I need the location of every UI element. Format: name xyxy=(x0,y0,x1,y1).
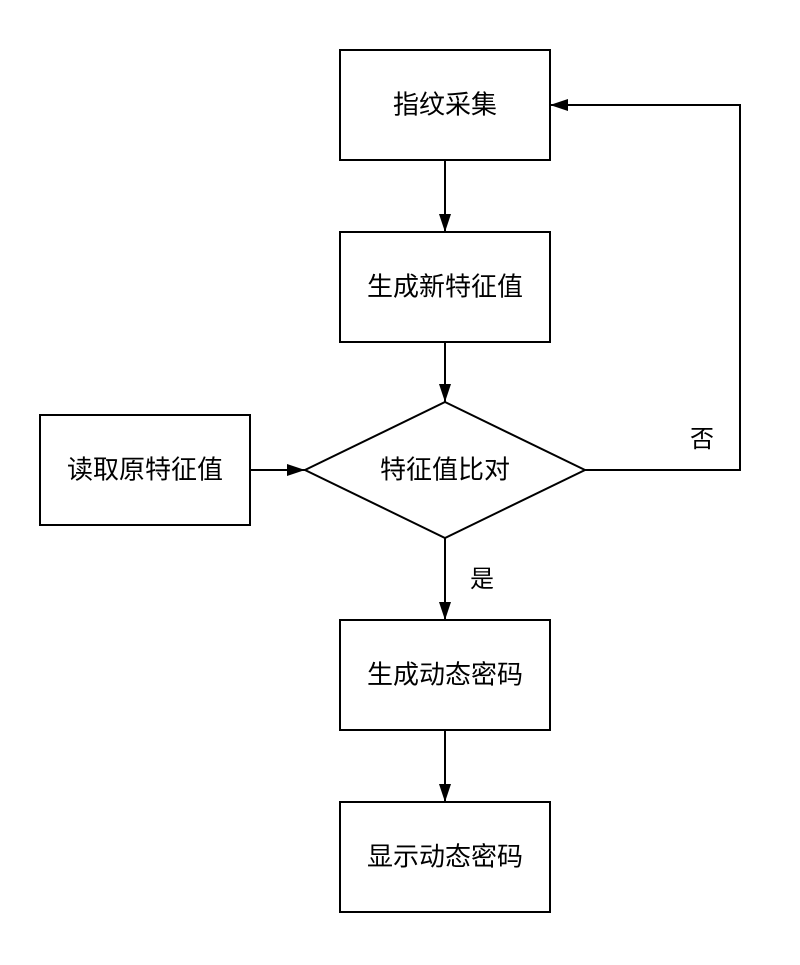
flow-node-label: 生成新特征值 xyxy=(367,273,523,302)
edge-label: 是 xyxy=(470,567,494,593)
flow-node-label: 显示动态密码 xyxy=(367,843,523,872)
flowchart-canvas: 是 否 指纹采集生成新特征值特征值比对 读取原特征值生成动态密码显示动态密码 xyxy=(0,0,800,965)
edge-label: 否 xyxy=(690,427,714,453)
flow-node-label: 读取原特征值 xyxy=(67,456,223,485)
flow-node-label: 指纹采集 xyxy=(393,91,497,120)
flow-node-label: 生成动态密码 xyxy=(367,661,523,690)
flow-node-label: 特征值比对 xyxy=(380,456,510,485)
flow-edge xyxy=(550,105,740,470)
